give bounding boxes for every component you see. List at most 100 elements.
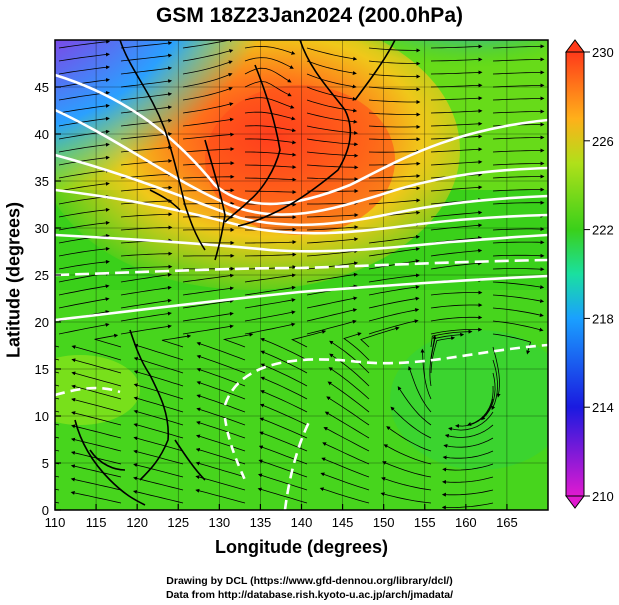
streamline (245, 240, 297, 245)
x-tick-label: 120 (126, 515, 148, 530)
streamline (368, 308, 420, 322)
streamline (492, 346, 501, 398)
streamline (182, 132, 235, 140)
streamline (306, 47, 358, 61)
streamline (319, 487, 370, 504)
streamline (71, 397, 122, 413)
streamline (430, 160, 483, 166)
streamline (244, 45, 296, 55)
streamline (408, 366, 432, 413)
streamline (442, 476, 494, 485)
streamline (182, 60, 233, 75)
streamline (492, 267, 545, 272)
streamline (120, 251, 173, 257)
streamline (55, 436, 60, 439)
streamline (195, 461, 246, 478)
streamline (492, 96, 545, 101)
y-tick-label: 40 (35, 127, 49, 142)
streamline (133, 463, 184, 478)
streamline (58, 52, 110, 62)
streamline (260, 350, 308, 374)
streamline (55, 462, 60, 465)
streamline (70, 437, 122, 452)
streamline (441, 489, 494, 497)
streamline (492, 83, 545, 88)
streamline (58, 116, 110, 127)
streamline (430, 70, 483, 75)
streamline (324, 411, 370, 439)
streamline (71, 411, 122, 426)
streamline (196, 381, 246, 400)
streamline (258, 445, 308, 465)
streamline (120, 212, 173, 218)
streamline (368, 198, 421, 205)
streamline (196, 421, 246, 439)
streamline (133, 343, 184, 361)
streamline (492, 57, 545, 62)
streamline (182, 324, 234, 335)
x-axis-label: Longitude (degrees) (214, 537, 388, 557)
streamline (306, 272, 358, 283)
y-tick-label: 25 (35, 268, 49, 283)
streamline (430, 83, 483, 88)
streamline (58, 207, 110, 218)
streamline (455, 398, 494, 428)
streamline (492, 161, 545, 166)
streamline (120, 66, 173, 75)
streamline (492, 70, 545, 75)
streamline (259, 417, 308, 439)
streamline (195, 434, 246, 452)
coastlines (74, 40, 396, 506)
streamline (291, 329, 327, 348)
streamline (443, 437, 494, 448)
streamline (329, 340, 370, 374)
streamline (492, 307, 544, 318)
y-tick-label: 30 (35, 221, 49, 236)
streamline (196, 354, 246, 374)
streamline (492, 135, 545, 140)
y-tick-label: 45 (35, 80, 49, 95)
streamline (244, 190, 297, 195)
y-tick-label: 10 (35, 409, 49, 424)
streamline (182, 87, 233, 101)
streamline (441, 502, 494, 510)
streamline (368, 47, 421, 53)
streamline (244, 67, 292, 83)
streamline (368, 86, 421, 92)
streamline (306, 177, 359, 182)
streamline (381, 477, 432, 491)
streamline (380, 492, 432, 504)
streamline (260, 338, 308, 361)
streamline (492, 281, 545, 289)
streamline (430, 96, 483, 101)
streamline (360, 326, 400, 348)
streamline (182, 311, 234, 322)
streamline (244, 80, 292, 97)
streamline (492, 200, 545, 205)
streamline (70, 490, 122, 504)
streamline (321, 457, 370, 478)
streamline (430, 57, 483, 62)
streamline (244, 177, 297, 182)
streamline (368, 247, 420, 257)
streamline (58, 284, 110, 296)
colorbar-tick-label: 214 (592, 400, 614, 415)
streamline (259, 403, 308, 426)
streamline (120, 298, 172, 309)
streamline (161, 334, 192, 348)
streamline (120, 225, 173, 231)
streamline (306, 125, 358, 135)
streamline (258, 459, 308, 478)
streamline (120, 159, 173, 166)
streamline (58, 90, 110, 101)
streamline (244, 273, 296, 283)
x-tick-label: 140 (291, 515, 313, 530)
x-tick-label: 150 (373, 515, 395, 530)
streamline (182, 299, 234, 309)
streamline (244, 57, 294, 69)
streamline (120, 105, 173, 114)
streamline (71, 345, 122, 361)
y-axis-ticks: 0 5 10 15 20 25 30 35 40 45 (35, 80, 61, 518)
credit-dcl: Drawing by DCL (https://www.gfd-dennou.o… (166, 575, 453, 587)
